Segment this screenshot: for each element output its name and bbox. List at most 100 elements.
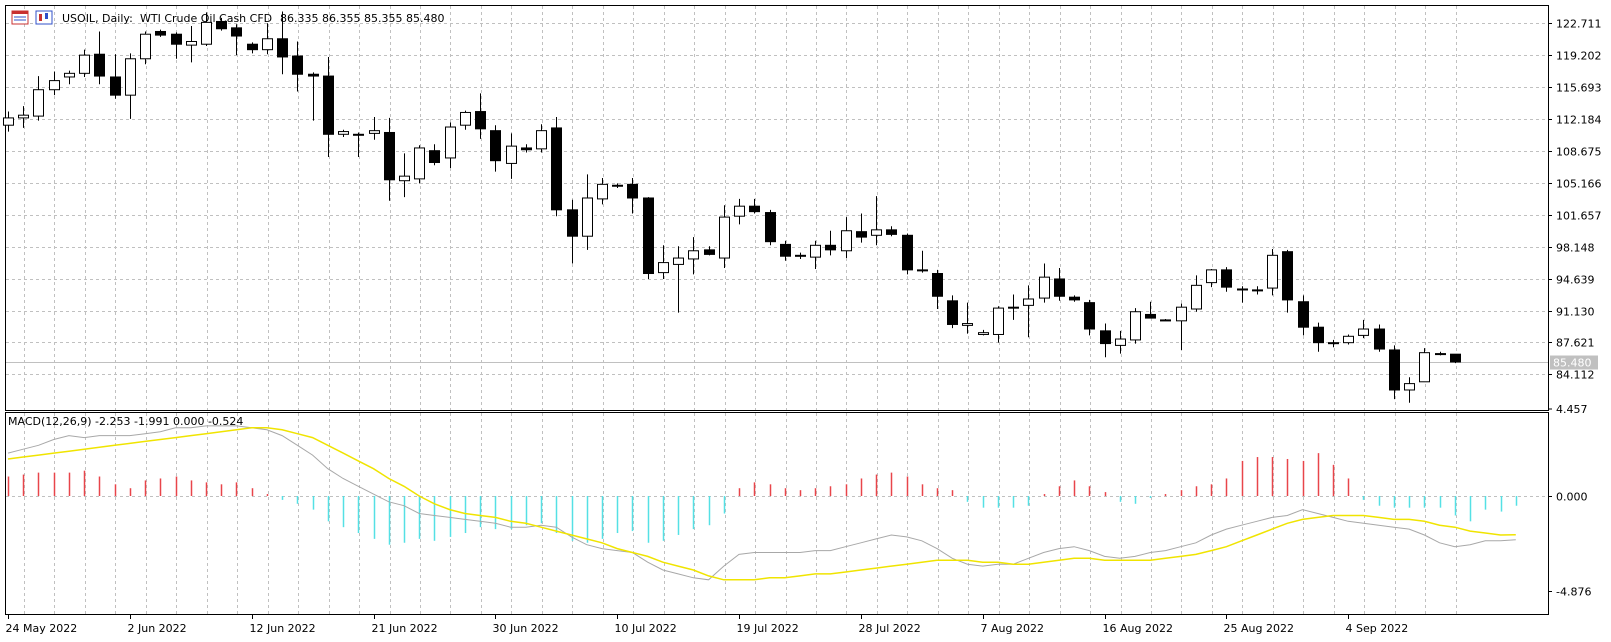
candle-bear <box>1313 326 1324 344</box>
candle-bull <box>1206 269 1217 284</box>
calendar-table-icon[interactable] <box>11 10 29 25</box>
price-tick-label: 84.112 <box>1556 369 1595 382</box>
candle-bull <box>871 229 882 236</box>
candle-bear <box>155 30 166 36</box>
macd-tick-label: -4.876 <box>1556 586 1591 599</box>
time-tick-label: 4 Sep 2022 <box>1346 622 1409 635</box>
time-tick-label: 16 Aug 2022 <box>1103 622 1173 635</box>
candle-bear <box>1374 328 1385 350</box>
candle-bear <box>475 111 486 130</box>
price-tick-label: 119.202 <box>1556 50 1602 63</box>
price-tick-label: 122.711 <box>1556 18 1602 31</box>
candle-bull <box>719 216 730 259</box>
time-tick-label: 25 Aug 2022 <box>1224 622 1294 635</box>
time-tick-label: 21 Jun 2022 <box>372 622 438 635</box>
candle-bull <box>445 126 456 159</box>
candle-bull <box>795 254 806 257</box>
candle-bear <box>231 27 242 37</box>
time-tick-label: 24 May 2022 <box>6 622 78 635</box>
price-grid <box>6 6 1548 410</box>
candle-bull <box>841 230 852 252</box>
candle-bull <box>64 72 75 78</box>
price-tick-label: 91.130 <box>1556 306 1595 319</box>
macd-grid <box>6 413 1548 614</box>
candle-bear <box>110 76 121 96</box>
price-panel-frame <box>5 5 1549 411</box>
candle-bull <box>962 323 973 326</box>
candle-bull <box>993 307 1004 335</box>
candle-bull <box>399 175 410 182</box>
price-tick-label: 94.639 <box>1556 274 1595 287</box>
candle-bear <box>171 33 182 45</box>
candle-bear <box>780 243 791 257</box>
chart-description: WTI Crude Oil Cash CFD <box>140 12 272 25</box>
candle-bull <box>33 89 44 117</box>
macd-panel-frame <box>5 412 1549 615</box>
candle-bear <box>765 212 776 243</box>
candle-bull <box>1404 383 1415 391</box>
price-tick-label: 105.166 <box>1556 178 1602 191</box>
candle-bear <box>1084 302 1095 330</box>
candle-bear <box>1389 349 1400 391</box>
time-tick-label: 10 Jul 2022 <box>615 622 677 635</box>
candle-bear <box>277 38 288 58</box>
candle-bull <box>582 197 593 237</box>
candle-bull <box>18 114 29 119</box>
macd-title: MACD(12,26,9) -2.253 -1.991 0.000 -0.524 <box>8 415 243 428</box>
time-tick-label: 7 Aug 2022 <box>981 622 1044 635</box>
candlestick-series <box>3 11 1461 403</box>
price-tick-label: 108.675 <box>1556 146 1602 159</box>
candle-bull <box>140 33 151 60</box>
price-axis: 122.711 119.202 115.693 112.184 108.675 105.1… <box>1548 18 1602 382</box>
current-price-label: 85.480 <box>1553 357 1592 370</box>
chart-symbol: USOIL, Daily: <box>62 12 133 25</box>
candle-bear <box>308 73 319 77</box>
candle-bear <box>353 133 364 136</box>
candle-bear <box>1221 269 1232 288</box>
price-tick-label: 115.693 <box>1556 82 1602 95</box>
candle-bull <box>1023 298 1034 306</box>
candle-bull <box>414 147 425 180</box>
macd-axis: 4.457 0.000 -4.876 <box>1548 403 1591 599</box>
candle-bear <box>1298 301 1309 328</box>
macd-tick-label: 0.000 <box>1556 491 1588 504</box>
candle-bear <box>521 147 532 151</box>
candle-bull <box>49 80 60 91</box>
time-tick-label: 28 Jul 2022 <box>859 622 921 635</box>
candle-bear <box>567 209 578 237</box>
candle-bear <box>1069 296 1080 301</box>
candle-bull <box>369 130 380 134</box>
candle-bear <box>902 234 913 271</box>
candle-bear <box>490 130 501 162</box>
candle-bear <box>247 43 258 51</box>
candle-bear <box>947 300 958 325</box>
candle-bear <box>216 20 227 30</box>
candle-bull <box>1176 306 1187 322</box>
candle-bull <box>338 131 349 135</box>
time-tick-label: 12 Jun 2022 <box>250 622 316 635</box>
candle-bear <box>1282 251 1293 301</box>
candle-bear <box>384 131 395 181</box>
chart-candles-icon[interactable] <box>35 10 53 25</box>
price-tick-label: 87.621 <box>1556 337 1595 350</box>
candle-bull <box>688 250 699 260</box>
candle-bull <box>506 145 517 164</box>
candle-bull <box>1039 276 1050 299</box>
candle-bull <box>597 183 608 200</box>
candle-bull <box>734 205 745 217</box>
current-price-marker <box>1550 355 1598 370</box>
macd-signal-line <box>7 427 1516 581</box>
candle-bear <box>704 249 715 255</box>
candle-bear <box>886 229 897 235</box>
candle-bull <box>460 111 471 126</box>
candle-bull <box>810 244 821 258</box>
candle-bear <box>856 231 867 238</box>
candle-bear <box>1328 342 1339 345</box>
candle-bear <box>551 127 562 211</box>
candle-bear <box>1237 288 1248 291</box>
time-axis: 24 May 2022 2 Jun 2022 12 Jun 2022 21 Jun 2… <box>6 614 1409 635</box>
candle-bear <box>323 75 334 135</box>
time-tick-label: 2 Jun 2022 <box>128 622 187 635</box>
candle-bull <box>978 332 989 335</box>
candle-bull <box>262 38 273 51</box>
